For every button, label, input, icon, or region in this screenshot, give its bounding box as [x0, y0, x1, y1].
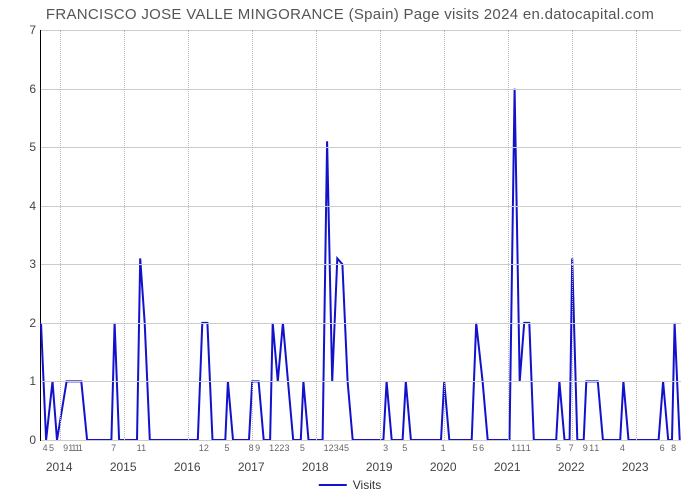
legend: Visits	[319, 478, 381, 492]
xtick-minor-label: 5	[344, 443, 349, 453]
xtick-minor-label: 3	[285, 443, 290, 453]
xtick-minor-label: 5	[224, 443, 229, 453]
xtick-minor-label: 5	[556, 443, 561, 453]
xtick-minor-label: 1	[594, 443, 599, 453]
xtick-minor-label: 1	[526, 443, 531, 453]
xtick-minor-label: 8	[249, 443, 254, 453]
xtick-year-label: 2017	[238, 460, 265, 474]
xtick-year-label: 2020	[430, 460, 457, 474]
gridline-h	[41, 206, 681, 207]
gridline-h	[41, 147, 681, 148]
xtick-minor-label: 5	[402, 443, 407, 453]
gridline-v	[316, 30, 317, 440]
ytick-label: 2	[6, 316, 36, 330]
xtick-year-label: 2016	[174, 460, 201, 474]
xtick-minor-label: 4	[620, 443, 625, 453]
xtick-minor-label: 3	[383, 443, 388, 453]
xtick-minor-label: 5	[49, 443, 54, 453]
gridline-h	[41, 323, 681, 324]
gridline-h	[41, 30, 681, 31]
xtick-minor-label: 7	[569, 443, 574, 453]
xtick-year-label: 2018	[302, 460, 329, 474]
gridline-v	[444, 30, 445, 440]
xtick-minor-label: 7	[111, 443, 116, 453]
xtick-minor-label: 1	[141, 443, 146, 453]
chart-container: FRANCISCO JOSE VALLE MINGORANCE (Spain) …	[0, 0, 700, 500]
line-series	[41, 30, 681, 440]
xtick-minor-label: 6	[660, 443, 665, 453]
gridline-h	[41, 440, 681, 441]
gridline-v	[252, 30, 253, 440]
ytick-label: 4	[6, 199, 36, 213]
xtick-year-label: 2019	[366, 460, 393, 474]
gridline-h	[41, 89, 681, 90]
xtick-minor-label: 9	[255, 443, 260, 453]
gridline-v	[188, 30, 189, 440]
ytick-label: 0	[6, 433, 36, 447]
ytick-label: 6	[6, 82, 36, 96]
xtick-year-label: 2014	[46, 460, 73, 474]
xtick-minor-label: 9	[583, 443, 588, 453]
gridline-v	[380, 30, 381, 440]
legend-swatch	[319, 484, 347, 486]
gridline-h	[41, 264, 681, 265]
xtick-minor-label: 2	[204, 443, 209, 453]
xtick-year-label: 2021	[494, 460, 521, 474]
gridline-v	[508, 30, 509, 440]
gridline-v	[124, 30, 125, 440]
xtick-minor-label: 5	[300, 443, 305, 453]
ytick-label: 3	[6, 257, 36, 271]
ytick-label: 5	[6, 140, 36, 154]
xtick-year-label: 2022	[558, 460, 585, 474]
xtick-year-label: 2015	[110, 460, 137, 474]
gridline-v	[636, 30, 637, 440]
chart-title: FRANCISCO JOSE VALLE MINGORANCE (Spain) …	[0, 6, 700, 23]
xtick-minor-label: 1	[441, 443, 446, 453]
xtick-minor-label: 6	[479, 443, 484, 453]
ytick-label: 1	[6, 374, 36, 388]
gridline-h	[41, 381, 681, 382]
xtick-minor-label: 4	[43, 443, 48, 453]
gridline-v	[60, 30, 61, 440]
gridline-v	[572, 30, 573, 440]
ytick-label: 7	[6, 23, 36, 37]
xtick-year-label: 2023	[622, 460, 649, 474]
legend-label: Visits	[353, 478, 381, 492]
xtick-minor-label: 8	[671, 443, 676, 453]
xtick-minor-label: 5	[473, 443, 478, 453]
xtick-minor-label: 1	[78, 443, 83, 453]
plot-area	[40, 30, 681, 441]
